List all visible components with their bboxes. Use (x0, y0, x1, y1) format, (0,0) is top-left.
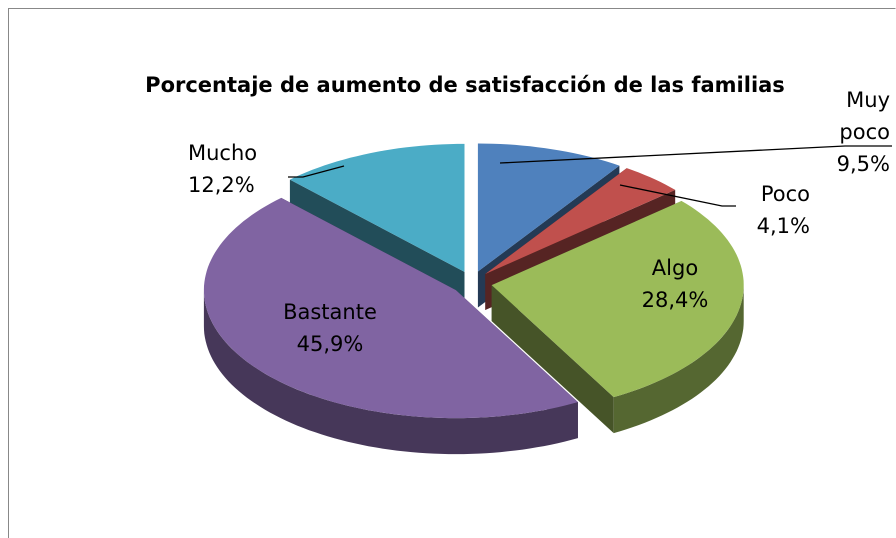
data-label: Bastante 45,9% (250, 296, 410, 360)
chart-border (8, 8, 896, 538)
label-name: Muy poco (839, 88, 890, 144)
data-label: Poco 4,1% (700, 178, 810, 242)
data-label: Mucho 12,2% (188, 137, 298, 201)
data-label: Algo 28,4% (610, 252, 740, 316)
slice (203, 197, 578, 419)
label-name: Poco (760, 182, 810, 206)
slice (289, 143, 465, 272)
label-value: 45,9% (296, 332, 364, 356)
slice (477, 143, 620, 272)
slice-wall (203, 290, 578, 455)
label-value: 12,2% (188, 173, 255, 197)
slice (491, 201, 744, 398)
label-name: Bastante (283, 300, 377, 324)
label-value: 9,5% (836, 152, 890, 176)
chart-title: Porcentaje de aumento de satisfacción de… (145, 73, 785, 97)
label-value: 4,1% (756, 214, 810, 238)
label-name: Algo (651, 256, 699, 280)
slice-side (491, 285, 614, 434)
slice-wall (613, 285, 744, 434)
leader-line (288, 165, 345, 178)
slice (485, 168, 676, 274)
label-value: 28,4% (641, 288, 709, 312)
label-name: Mucho (188, 141, 258, 165)
leader-line (619, 184, 736, 207)
leader-line (499, 145, 892, 164)
data-label: Muy poco 9,5% (800, 84, 890, 180)
pie (203, 143, 744, 455)
